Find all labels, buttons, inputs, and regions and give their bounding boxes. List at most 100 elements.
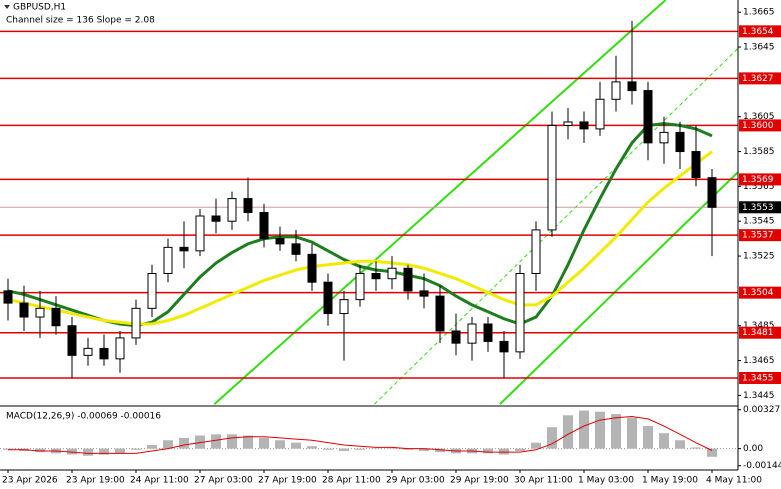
candle-body xyxy=(499,340,509,353)
candle-body xyxy=(595,98,605,130)
level-label-box xyxy=(739,25,781,38)
macd-bar xyxy=(307,446,317,449)
candle-body xyxy=(147,272,157,309)
macd-label: MACD(12,26,9) -0.00069 -0.00016 xyxy=(6,412,161,422)
candle-body xyxy=(323,281,333,315)
candle-body xyxy=(611,81,621,100)
candle-body xyxy=(563,121,573,126)
macd-bar xyxy=(675,440,685,449)
candle-body xyxy=(579,121,589,130)
current-price-box xyxy=(739,201,781,214)
candle-body xyxy=(3,290,13,304)
candle-body xyxy=(195,215,205,252)
level-label: 1.3481 xyxy=(742,328,774,338)
candle-body xyxy=(131,307,141,339)
macd-bar xyxy=(163,440,173,449)
macd-y-tick-label: 0.00327 xyxy=(743,405,780,415)
candle-body xyxy=(259,212,269,240)
y-tick-label: 1.3525 xyxy=(743,252,775,262)
candle-body xyxy=(483,323,493,342)
candle-body xyxy=(291,243,301,255)
candle-body xyxy=(307,253,317,283)
candle-body xyxy=(211,215,221,222)
candle-body xyxy=(707,177,717,208)
level-label: 1.3600 xyxy=(742,121,774,131)
price-panel xyxy=(0,0,738,405)
macd-bar xyxy=(707,448,717,457)
macd-bar xyxy=(211,434,221,449)
level-label-box xyxy=(739,72,781,85)
level-label-box xyxy=(739,173,781,186)
y-tick-label: 1.3485 xyxy=(743,321,775,331)
candle-body xyxy=(531,229,541,274)
macd-bar xyxy=(483,448,493,454)
macd-bar xyxy=(243,435,253,449)
macd-bar xyxy=(643,426,653,449)
macd-bar xyxy=(435,448,445,453)
x-tick-label: 1 May 19:00 xyxy=(642,476,698,486)
macd-bar xyxy=(195,435,205,449)
macd-bar xyxy=(611,414,621,449)
macd-bar xyxy=(515,448,525,451)
level-label: 1.3569 xyxy=(742,175,774,185)
candle-body xyxy=(643,90,653,144)
candle-body xyxy=(163,246,173,274)
channel-line xyxy=(499,171,738,405)
x-tick-label: 27 Apr 19:00 xyxy=(258,476,317,486)
x-tick-label: 27 Apr 03:00 xyxy=(194,476,253,486)
macd-bar xyxy=(579,410,589,449)
macd-bar xyxy=(563,415,573,449)
level-label: 1.3537 xyxy=(742,231,774,241)
x-tick-label: 1 May 03:00 xyxy=(578,476,634,486)
moving-average xyxy=(7,150,713,326)
y-tick-label: 1.3605 xyxy=(743,112,775,122)
macd-bar xyxy=(387,448,397,450)
candle-body xyxy=(227,198,237,222)
macd-bar xyxy=(131,448,141,450)
candle-body xyxy=(387,267,397,280)
macd-bar xyxy=(627,417,637,449)
y-tick-label: 1.3545 xyxy=(743,217,775,227)
channel-line xyxy=(213,0,667,405)
candle-body xyxy=(355,272,365,301)
x-tick-label: 29 Apr 19:00 xyxy=(450,476,509,486)
candle-body xyxy=(467,323,477,344)
x-tick-label: 23 Apr 2026 xyxy=(2,476,58,486)
macd-bar xyxy=(83,448,93,456)
macd-bar xyxy=(227,434,237,449)
candle-body xyxy=(339,299,349,315)
candle-body xyxy=(675,131,685,153)
candle-body xyxy=(403,267,413,292)
chart-subtitle: Channel size = 136 Slope = 2.08 xyxy=(6,16,155,26)
macd-bar xyxy=(355,448,365,450)
candle-body xyxy=(243,198,253,214)
candle-body xyxy=(435,295,445,332)
candle-body xyxy=(19,302,29,318)
level-label: 1.3627 xyxy=(742,74,774,84)
y-tick-label: 1.3585 xyxy=(743,147,775,157)
level-label-box xyxy=(739,372,781,384)
candle-body xyxy=(67,325,77,356)
macd-bar xyxy=(291,442,301,449)
candle-body xyxy=(51,307,61,327)
candle-body xyxy=(99,347,109,360)
macd-bar xyxy=(595,411,605,449)
current-price-label: 1.3553 xyxy=(742,203,774,213)
x-tick-label: 24 Apr 11:00 xyxy=(130,476,189,486)
macd-bar xyxy=(35,448,45,453)
macd-bar xyxy=(3,448,13,450)
candle-body xyxy=(275,238,285,245)
candle-body xyxy=(451,330,461,344)
candle-body xyxy=(547,124,557,231)
x-tick-label: 4 May 11:00 xyxy=(706,476,762,486)
x-tick-label: 30 Apr 11:00 xyxy=(514,476,573,486)
macd-bar xyxy=(531,442,541,449)
candle-body xyxy=(371,272,381,280)
candle-body xyxy=(515,272,525,353)
candle-body xyxy=(179,246,189,252)
macd-bar xyxy=(67,448,77,455)
y-tick-label: 1.3645 xyxy=(743,43,775,53)
macd-bar xyxy=(419,448,429,451)
